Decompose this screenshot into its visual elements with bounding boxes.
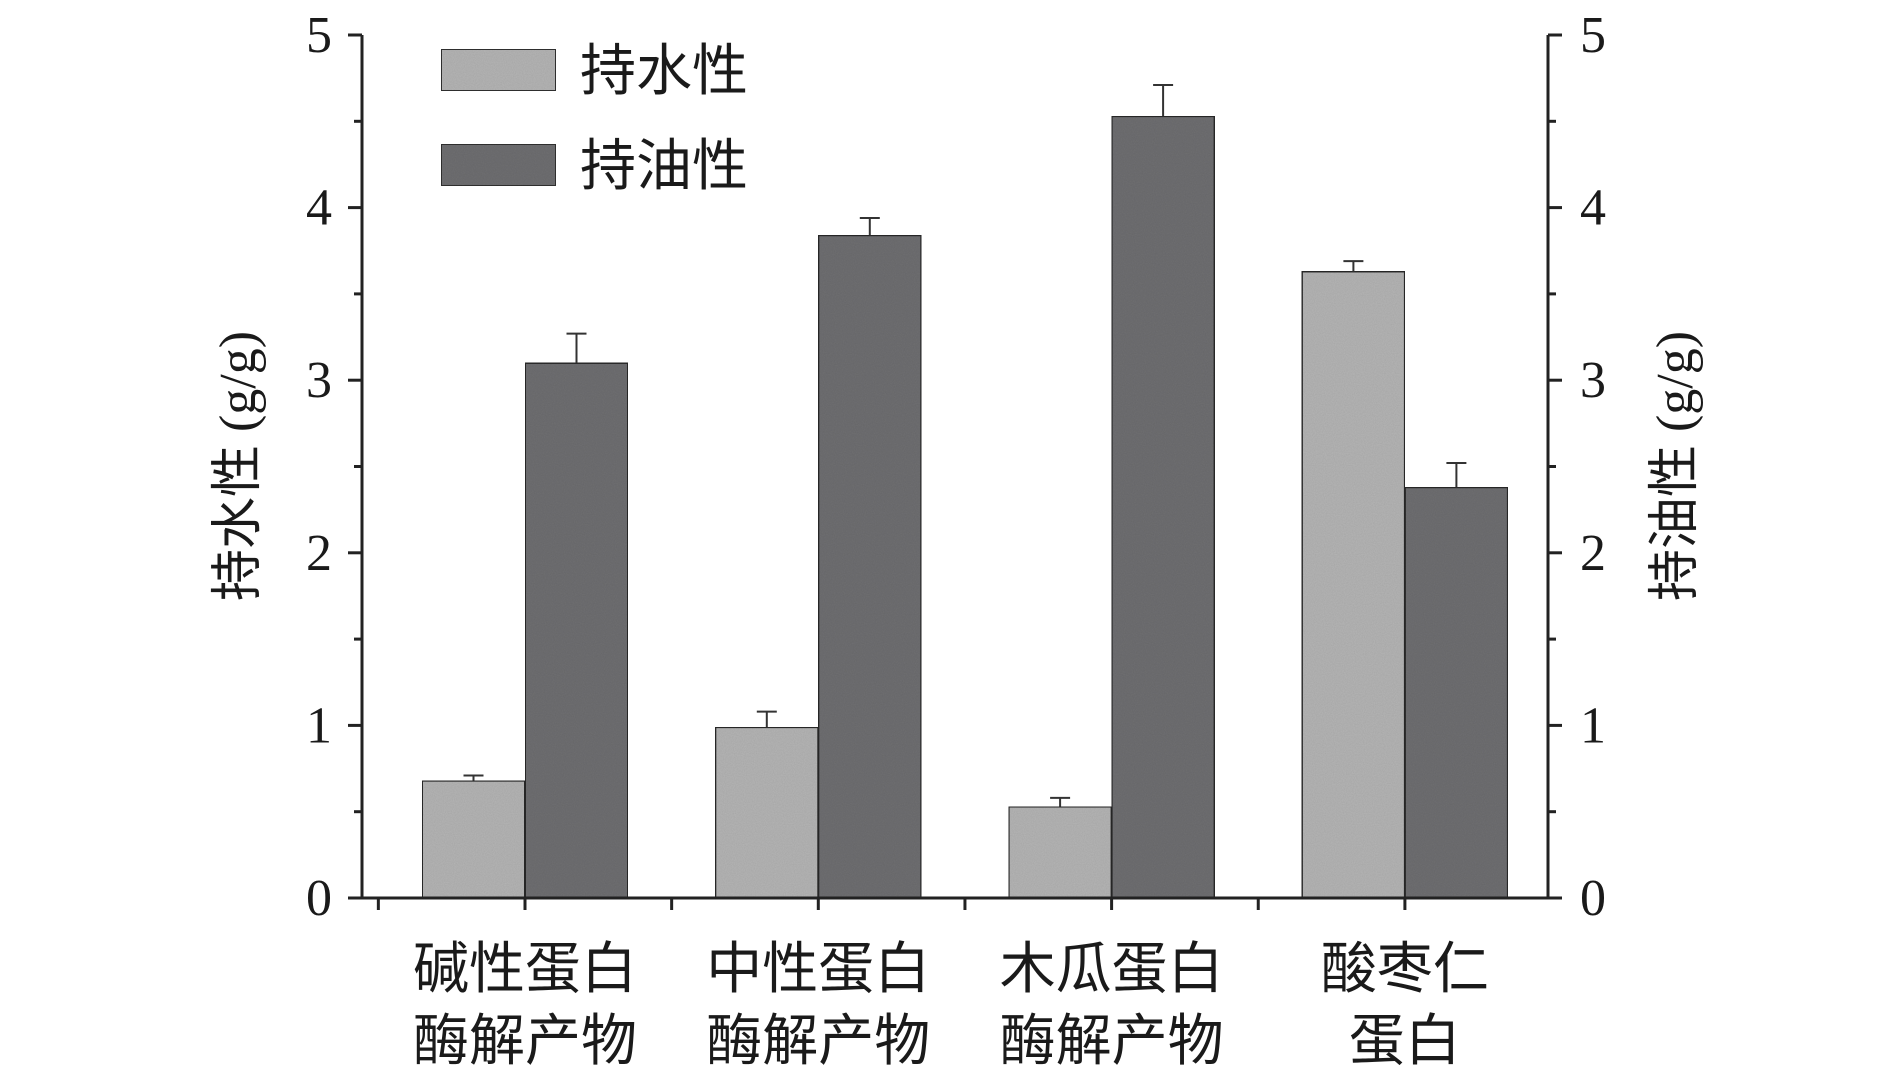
y-right-tick-label-0: 0 [1580,870,1606,927]
bar-water-3 [1300,270,1406,900]
bar-oil-1 [817,234,923,899]
legend-label-oil: 持油性 [580,136,748,198]
y-right-tick-label-2: 2 [1580,525,1606,582]
bar-oil-0 [524,361,629,899]
y-left-tick-label-0: 0 [306,870,332,927]
bar-water-2 [1007,805,1113,899]
x-tick-label-2-0: 木瓜蛋白 [1000,939,1224,1001]
y-left-tick-label-1: 1 [306,697,332,754]
y-left-tick-label-3: 3 [306,352,332,409]
legend-swatch-oil [440,143,557,187]
y-left-tick-label-5: 5 [306,7,332,64]
y-right-tick-label-3: 3 [1580,352,1606,409]
legend-label-water: 持水性 [580,41,748,103]
x-tick-label-0-1: 酶解产物 [413,1011,637,1073]
left-axis-title: 持水性 (g/g) [210,331,267,601]
y-right-tick-label-4: 4 [1580,180,1606,237]
x-tick-label-1-1: 酶解产物 [706,1011,930,1073]
x-tick-label-3-0: 酸枣仁 [1321,939,1489,1001]
bar-oil-2 [1110,115,1216,899]
x-tick-label-3-1: 蛋白 [1349,1011,1461,1073]
x-tick-label-0-0: 碱性蛋白 [413,939,637,1001]
bar-oil-3 [1403,486,1509,899]
x-tick-label-1-0: 中性蛋白 [706,939,930,1001]
y-left-tick-label-4: 4 [306,180,332,237]
x-tick-label-2-1: 酶解产物 [1000,1011,1224,1073]
bar-water-0 [421,779,526,900]
y-right-tick-label-5: 5 [1580,7,1606,64]
y-left-tick-label-2: 2 [306,525,332,582]
right-axis-title: 持油性 (g/g) [1647,331,1704,601]
legend: 持水性 持油性 [440,41,748,198]
y-right-tick-label-1: 1 [1580,697,1606,754]
bar-water-1 [714,726,820,899]
legend-swatch-water [440,48,557,92]
